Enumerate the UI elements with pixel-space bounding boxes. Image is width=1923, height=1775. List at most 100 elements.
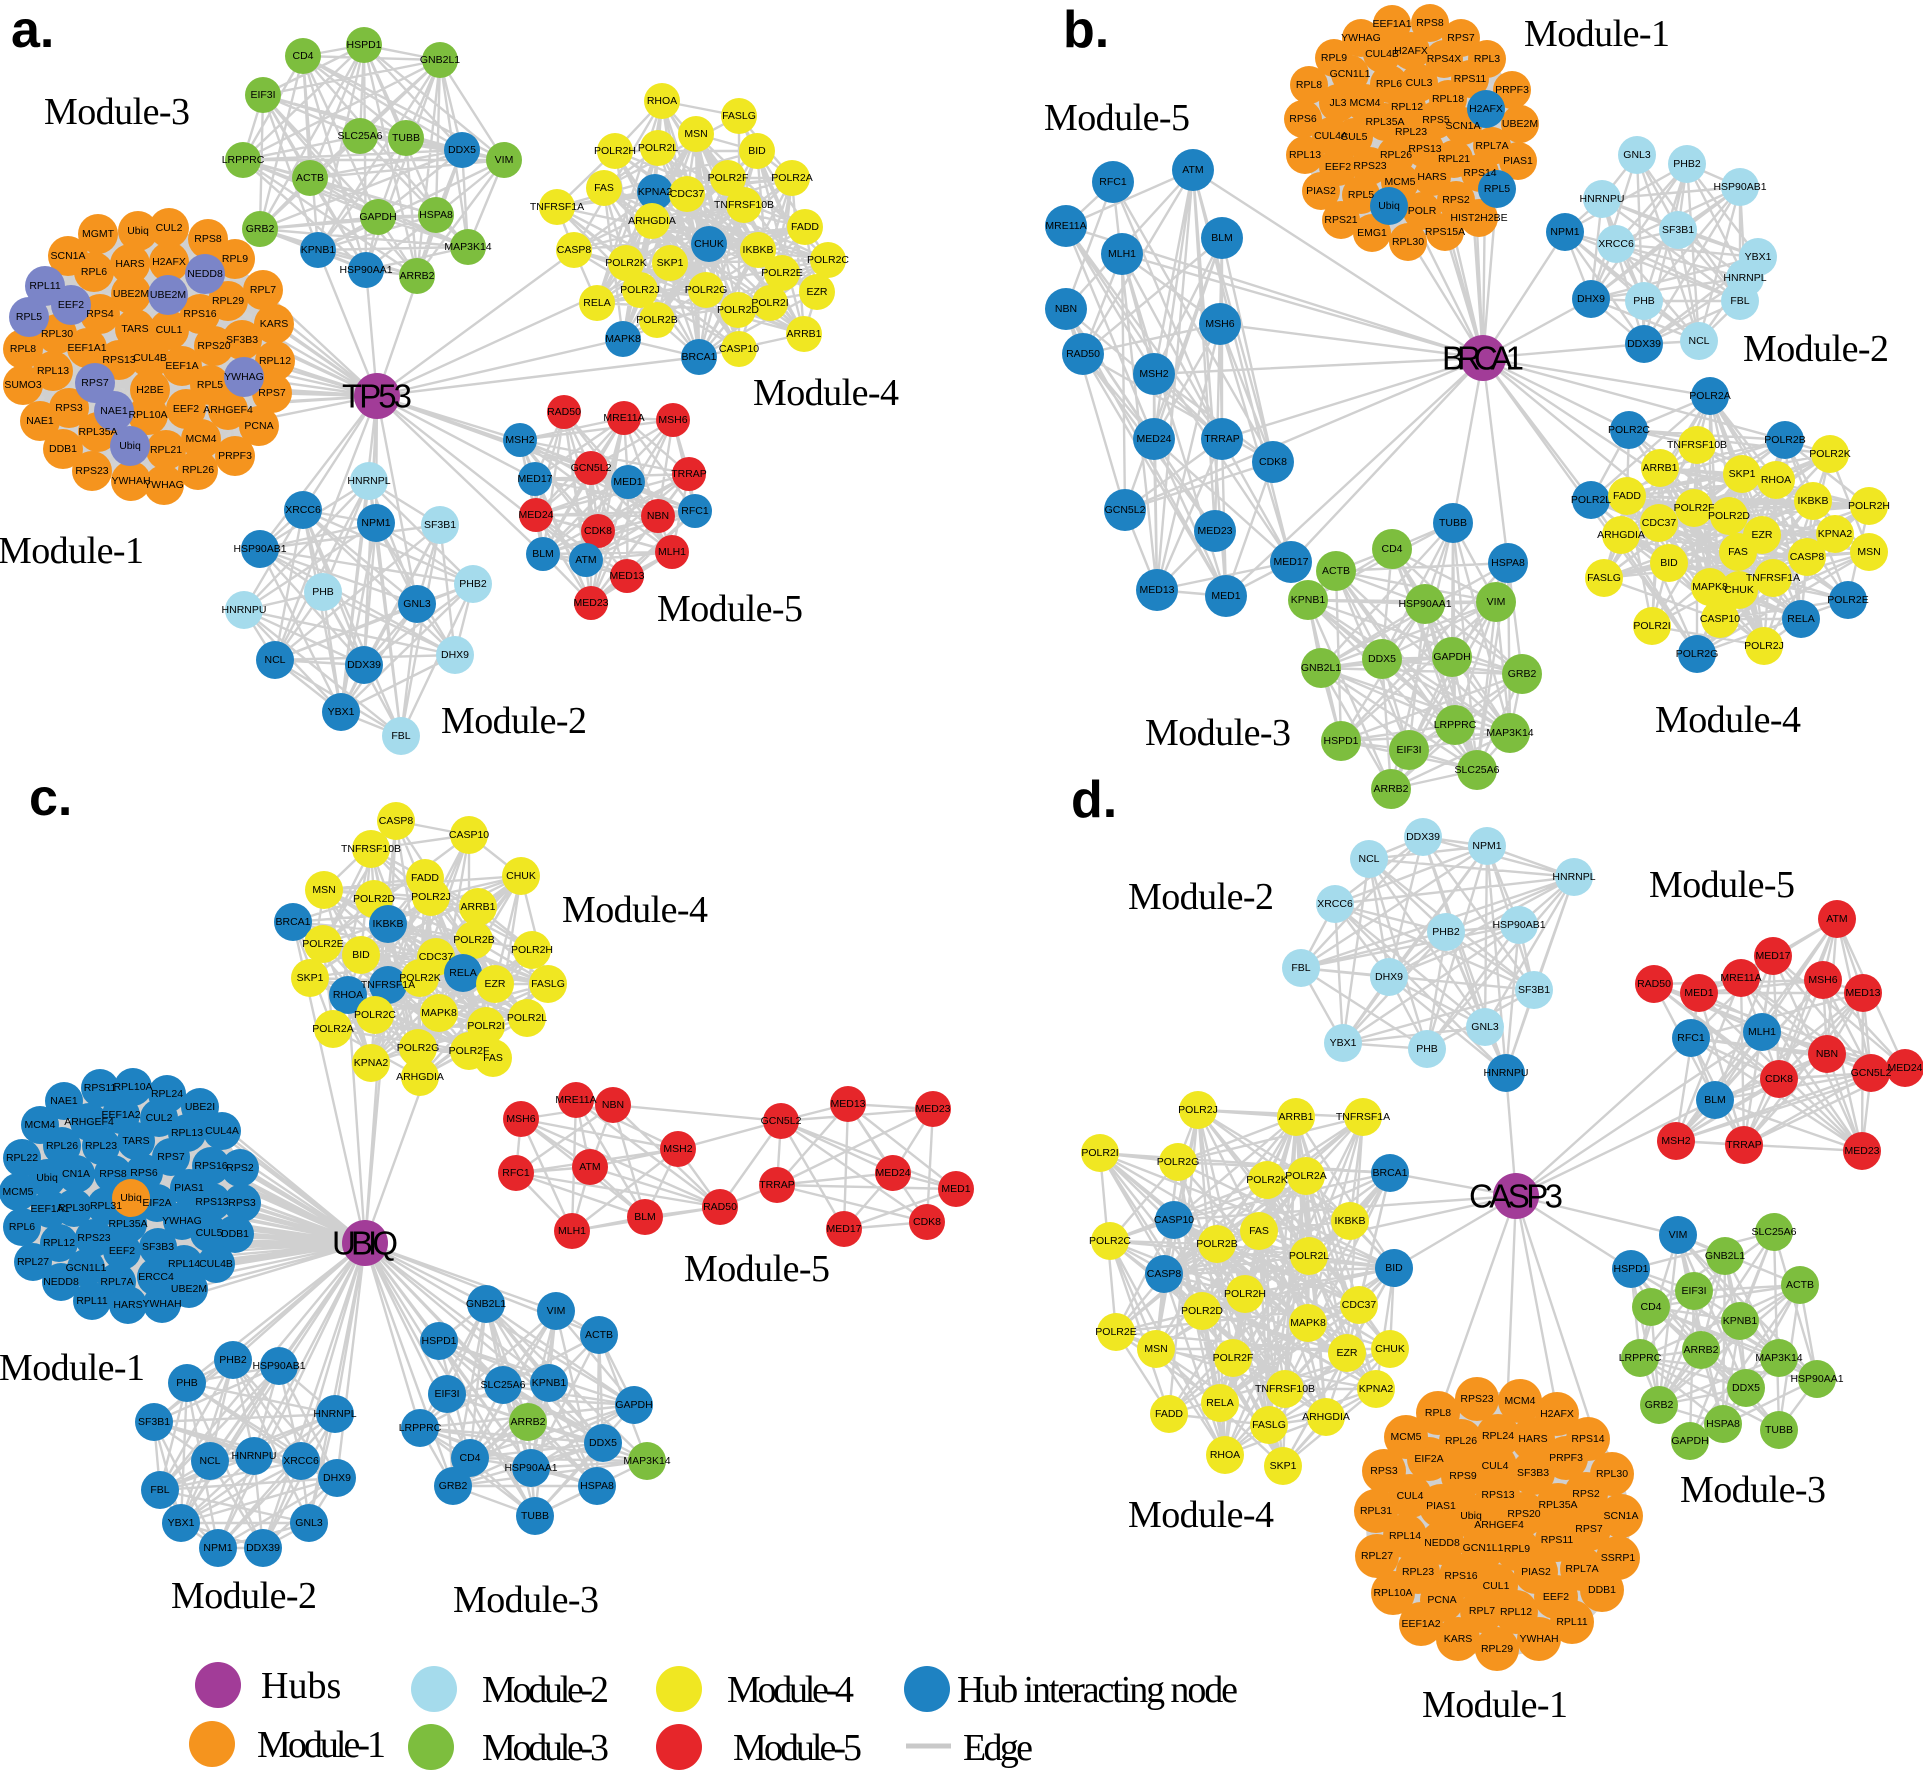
svg-text:ACTB: ACTB xyxy=(1786,1279,1814,1291)
svg-text:CDK8: CDK8 xyxy=(584,525,612,537)
svg-text:Module-1: Module-1 xyxy=(0,1347,145,1389)
svg-text:RPS13: RPS13 xyxy=(1408,143,1441,155)
svg-text:POLR2G: POLR2G xyxy=(1157,1156,1200,1168)
svg-text:RPS11: RPS11 xyxy=(84,1082,117,1094)
svg-text:MSH2: MSH2 xyxy=(1139,368,1168,380)
svg-text:POLR2D: POLR2D xyxy=(353,893,395,905)
svg-text:c.: c. xyxy=(29,769,72,827)
svg-text:RPS11: RPS11 xyxy=(1454,73,1487,85)
svg-text:NAE1: NAE1 xyxy=(26,415,54,427)
svg-text:GRB2: GRB2 xyxy=(1645,1399,1674,1411)
svg-text:RPS7: RPS7 xyxy=(1575,1523,1603,1535)
svg-text:CASP8: CASP8 xyxy=(1147,1268,1182,1280)
svg-text:EEF2: EEF2 xyxy=(1543,1591,1569,1603)
svg-text:DDX39: DDX39 xyxy=(1406,831,1440,843)
svg-text:RPL26: RPL26 xyxy=(46,1140,78,1152)
svg-text:RPS23: RPS23 xyxy=(1460,1393,1493,1405)
svg-text:RELA: RELA xyxy=(1787,613,1814,625)
svg-text:EEF2: EEF2 xyxy=(58,299,84,311)
svg-text:EZR: EZR xyxy=(807,286,828,298)
svg-text:Module-5: Module-5 xyxy=(733,1727,862,1769)
svg-text:HNRNPU: HNRNPU xyxy=(232,1450,277,1462)
svg-text:HIST2H2BE: HIST2H2BE xyxy=(1450,212,1507,224)
svg-text:RPL22: RPL22 xyxy=(6,1152,38,1164)
svg-text:RPS16: RPS16 xyxy=(183,308,216,320)
svg-text:BRCA1: BRCA1 xyxy=(1372,1167,1407,1179)
svg-text:RPL26: RPL26 xyxy=(1445,1435,1477,1447)
svg-text:CUL4B: CUL4B xyxy=(199,1258,233,1270)
svg-text:GNL3: GNL3 xyxy=(295,1517,323,1529)
svg-text:MED1: MED1 xyxy=(1684,987,1713,999)
svg-text:EZR: EZR xyxy=(1752,529,1773,541)
svg-text:POLR2I: POLR2I xyxy=(467,1020,504,1032)
svg-text:POLR2E: POLR2E xyxy=(1827,594,1868,606)
svg-text:POLR2D: POLR2D xyxy=(1708,510,1750,522)
svg-text:Module-4: Module-4 xyxy=(1655,699,1801,741)
svg-text:MSH2: MSH2 xyxy=(505,434,534,446)
svg-text:DHX9: DHX9 xyxy=(323,1472,351,1484)
svg-text:HSPA8: HSPA8 xyxy=(1491,557,1525,569)
svg-text:a.: a. xyxy=(11,1,54,59)
svg-text:Module-4: Module-4 xyxy=(562,889,708,931)
svg-text:EZR: EZR xyxy=(1337,1347,1358,1359)
svg-text:RPL35A: RPL35A xyxy=(1365,116,1404,128)
svg-text:CUL4A: CUL4A xyxy=(1314,130,1348,142)
svg-text:MSN: MSN xyxy=(684,128,707,140)
svg-text:DHX9: DHX9 xyxy=(1577,293,1605,305)
svg-text:RPL26: RPL26 xyxy=(1380,149,1412,161)
svg-text:CUL5: CUL5 xyxy=(1341,131,1368,143)
svg-text:POLR2C: POLR2C xyxy=(1089,1235,1131,1247)
svg-text:Module-3: Module-3 xyxy=(482,1727,609,1769)
svg-text:HSPA8: HSPA8 xyxy=(419,209,453,221)
svg-text:TP53: TP53 xyxy=(342,378,412,415)
svg-text:ARRB1: ARRB1 xyxy=(1642,462,1677,474)
svg-text:b.: b. xyxy=(1063,1,1109,59)
svg-text:RPL9: RPL9 xyxy=(1321,52,1347,64)
svg-text:POLR2J: POLR2J xyxy=(1178,1104,1218,1116)
svg-text:NEDD8: NEDD8 xyxy=(43,1276,79,1288)
svg-text:Ubiq: Ubiq xyxy=(119,440,141,452)
svg-text:BLM: BLM xyxy=(1704,1094,1726,1106)
svg-text:YBX1: YBX1 xyxy=(328,706,355,718)
svg-text:RPL7: RPL7 xyxy=(1469,1605,1495,1617)
svg-text:RPL23: RPL23 xyxy=(1395,126,1427,138)
svg-text:POLR2L: POLR2L xyxy=(638,142,678,154)
svg-text:GCN1L1: GCN1L1 xyxy=(1330,68,1371,80)
svg-text:RPS23: RPS23 xyxy=(1353,160,1386,172)
svg-text:ARHGDIA: ARHGDIA xyxy=(1302,1411,1350,1423)
svg-text:ARHGEF4: ARHGEF4 xyxy=(203,404,253,416)
svg-text:POLR2F: POLR2F xyxy=(708,172,749,184)
svg-text:Module-5: Module-5 xyxy=(1044,97,1190,139)
svg-text:DDB1: DDB1 xyxy=(49,443,77,455)
svg-text:UBE2M: UBE2M xyxy=(150,289,186,301)
svg-text:GNL3: GNL3 xyxy=(1471,1021,1499,1033)
svg-text:MAPK8: MAPK8 xyxy=(605,333,641,345)
svg-text:CASP8: CASP8 xyxy=(379,815,414,827)
svg-text:POLR2E: POLR2E xyxy=(1095,1326,1136,1338)
svg-text:SF3B1: SF3B1 xyxy=(138,1416,170,1428)
svg-text:Ubiq: Ubiq xyxy=(120,1192,142,1204)
svg-text:NAE1: NAE1 xyxy=(50,1095,78,1107)
svg-text:RELA: RELA xyxy=(1206,1397,1233,1409)
svg-text:POLR2I: POLR2I xyxy=(1633,620,1670,632)
svg-text:CHUK: CHUK xyxy=(1375,1343,1405,1355)
svg-text:NEDD8: NEDD8 xyxy=(1424,1537,1460,1549)
svg-text:YWHAG: YWHAG xyxy=(162,1215,202,1227)
svg-text:RPS6: RPS6 xyxy=(130,1167,158,1179)
svg-text:ARRB2: ARRB2 xyxy=(1373,783,1408,795)
svg-text:MCM5: MCM5 xyxy=(3,1186,34,1198)
svg-text:d.: d. xyxy=(1071,771,1117,829)
svg-text:DDB1: DDB1 xyxy=(221,1228,249,1240)
svg-text:UBE2M: UBE2M xyxy=(171,1283,207,1295)
svg-text:PIAS2: PIAS2 xyxy=(1306,185,1336,197)
svg-text:POLR2K: POLR2K xyxy=(399,972,440,984)
svg-text:RPS7: RPS7 xyxy=(1447,32,1475,44)
svg-text:PCNA: PCNA xyxy=(1427,1594,1456,1606)
svg-text:Module-4: Module-4 xyxy=(753,372,899,414)
svg-text:KPNB1: KPNB1 xyxy=(1291,594,1326,606)
svg-text:Module-5: Module-5 xyxy=(657,588,803,630)
svg-text:RAD50: RAD50 xyxy=(1637,978,1671,990)
svg-text:SCN1A: SCN1A xyxy=(1445,120,1480,132)
svg-text:XRCC6: XRCC6 xyxy=(1598,238,1634,250)
svg-text:POLR2J: POLR2J xyxy=(1744,640,1784,652)
